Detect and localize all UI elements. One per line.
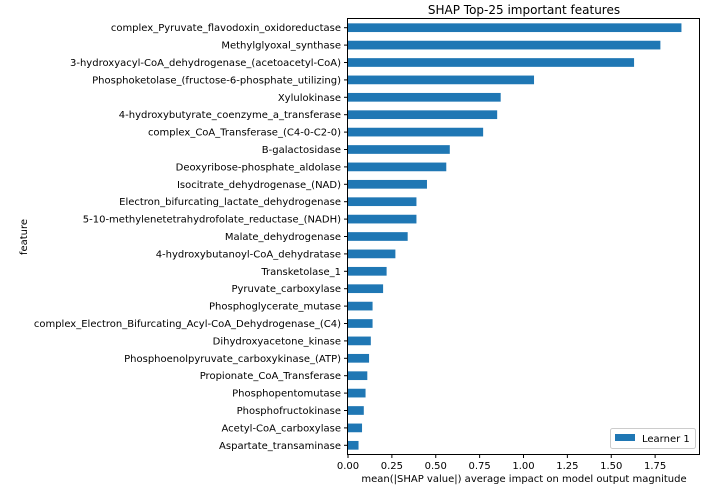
y-tick-label: Methylglyoxal_synthase [221,41,341,52]
bar [348,214,417,224]
bar [348,179,427,189]
bar [348,406,364,415]
y-tick-label: B-galactosidase [262,145,341,156]
chart-title: SHAP Top-25 important features [428,3,620,17]
x-tick-label: 1.25 [556,461,578,472]
y-tick-label: Acetyl-CoA_carboxylase [222,423,341,434]
bars-group [348,23,682,450]
y-tick-label: Aspartate_transaminase [219,441,341,452]
bar [348,110,498,120]
legend-label: Learner 1 [642,434,690,445]
y-tick-label: Xylulokinase [278,93,341,104]
y-tick-label: Dihydroxyacetone_kinase [213,336,341,347]
x-tick-label: 0.25 [381,461,403,472]
y-tick-label: Phosphoketolase_(fructose-6-phosphate_ut… [92,75,341,86]
x-tick-label: 0.50 [425,461,447,472]
y-tick-label: complex_Electron_Bifurcating_Acyl-CoA_De… [34,319,341,330]
bar [348,353,370,363]
x-tick-label: 0.00 [337,461,359,472]
bar [348,75,535,85]
bar [348,440,359,450]
bar [348,145,450,154]
y-axis-title: feature [19,219,30,255]
bar [348,301,373,311]
bar [348,127,484,137]
bar [348,319,373,328]
bar [348,23,682,33]
bar [348,388,366,398]
bar [348,232,408,241]
y-tick-label: complex_CoA_Transferase_(C4-0-C2-0) [148,128,341,139]
y-tick-label: Pyruvate_carboxylase [231,284,341,295]
y-tick-label: complex_Pyruvate_flavodoxin_oxidoreducta… [111,23,341,34]
y-tick-label: 3-hydroxyacyl-CoA_dehydrogenase_(acetoac… [70,58,341,69]
legend: Learner 1 [610,428,696,449]
bar [348,423,363,433]
y-tick-label: Malate_dehydrogenase [225,232,341,243]
y-tick-label: 5-10-methylenetetrahydrofolate_reductase… [83,215,341,226]
y-tick-label: Isocitrate_dehydrogenase_(NAD) [177,180,341,191]
y-tick-label: Transketolase_1 [260,267,341,278]
y-tick-label: 4-hydroxybutanoyl-CoA_dehydratase [156,249,341,260]
bar [348,162,447,172]
y-tick-label: Propionate_CoA_Transferase [200,371,341,382]
y-tick-label: Phosphopentomutase [232,389,341,400]
bar [348,266,387,276]
bar [348,58,635,67]
x-ticks: 0.00 0.25 0.50 0.75 1.00 1.25 1.50 1.75 [337,454,666,472]
legend-swatch [615,434,635,441]
bar [348,284,384,294]
y-tick-label: Electron_bifurcating_lactate_dehydrogena… [119,197,341,208]
bar [348,197,417,207]
x-axis-title: mean(|SHAP value|) average impact on mod… [361,474,686,485]
bar [348,40,661,50]
bar [348,92,501,102]
bar [348,249,396,259]
legend-frame [610,428,696,449]
plot-frame [347,18,700,455]
y-tick-label: 4-hydroxybutyrate_coenzyme_a_transferase [119,110,341,121]
y-tick-labels: complex_Pyruvate_flavodoxin_oxidoreducta… [34,23,341,452]
x-tick-label: 0.75 [468,461,490,472]
y-tick-label: Deoxyribose-phosphate_aldolase [176,162,341,173]
x-tick-label: 1.75 [644,461,666,472]
x-tick-label: 1.50 [600,461,622,472]
x-tick-label: 1.00 [512,461,534,472]
bar [348,336,371,346]
bar [348,371,368,381]
y-tick-label: Phosphofructokinase [237,406,341,417]
y-tick-label: Phosphoenolpyruvate_carboxykinase_(ATP) [124,354,341,365]
y-tick-label: Phosphoglycerate_mutase [209,302,341,313]
